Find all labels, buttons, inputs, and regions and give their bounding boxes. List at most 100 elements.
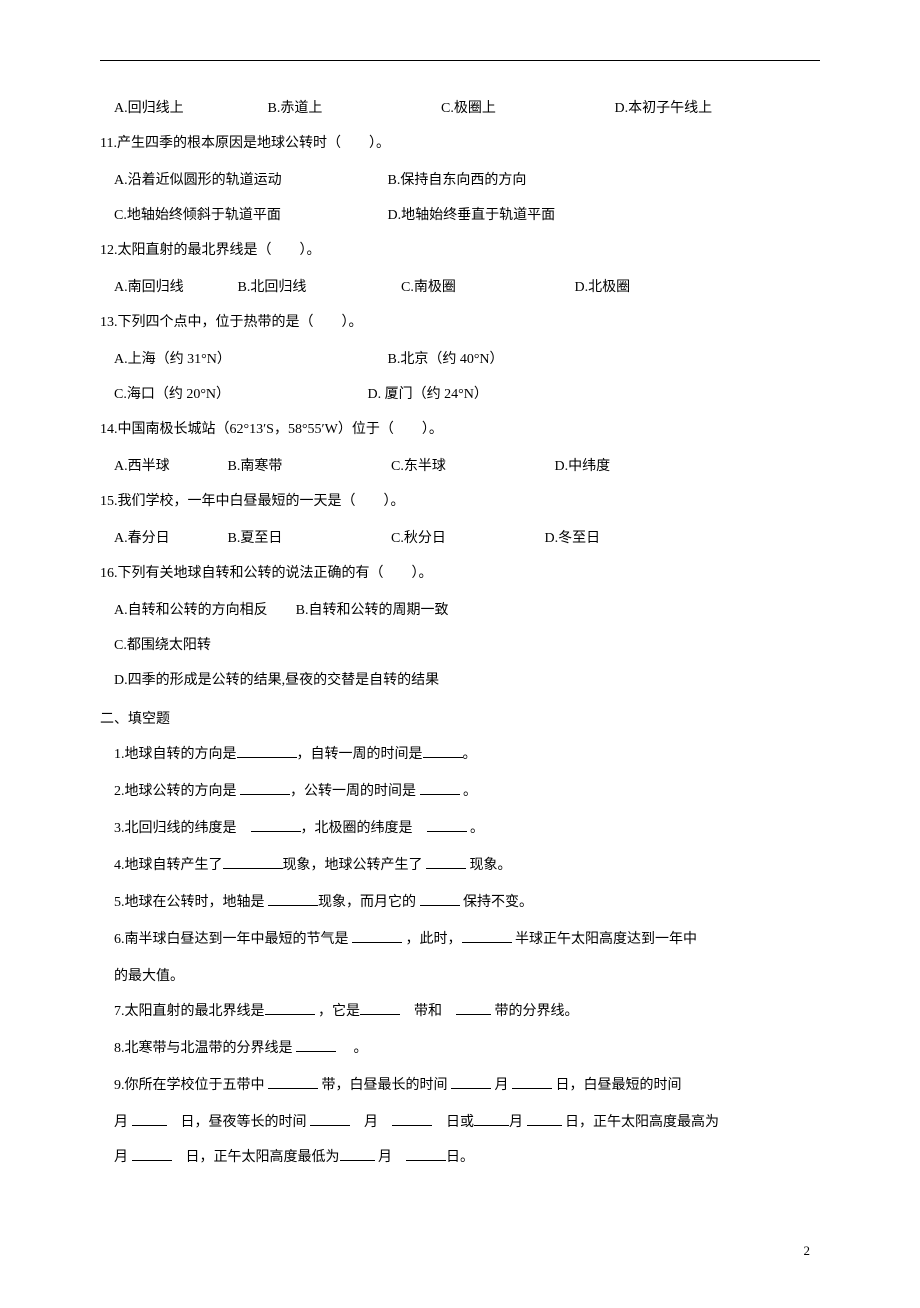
f9l: 日，正午太阳高度最低为 <box>172 1150 340 1165</box>
blank <box>310 1112 350 1126</box>
q11-a: A.沿着近似圆形的轨道运动 <box>114 163 384 198</box>
section2-header: 二、填空题 <box>100 702 820 737</box>
blank <box>474 1112 509 1126</box>
header-rule <box>100 60 820 61</box>
q14-options: A.西半球 B.南寒带 C.东半球 D.中纬度 <box>100 449 820 484</box>
f5c: 保持不变。 <box>460 895 534 910</box>
f7a: 7.太阳直射的最北界线是 <box>114 1004 265 1019</box>
f9g: 月 <box>350 1115 392 1130</box>
q14-b: B.南寒带 <box>228 449 388 484</box>
q11-stem: 11.产生四季的根本原因是地球公转时（ ）。 <box>100 126 820 161</box>
q11-b: B.保持自东向西的方向 <box>388 163 527 198</box>
fill-9-l2: 月 日，昼夜等长的时间 月 日或月 日，正午太阳高度最高为 <box>100 1105 820 1140</box>
blank <box>340 1147 375 1161</box>
blank <box>352 929 402 943</box>
blank <box>296 1038 336 1052</box>
blank <box>512 1075 552 1089</box>
blank <box>240 781 290 795</box>
f7d: 带的分界线。 <box>491 1004 579 1019</box>
q11-options: A.沿着近似圆形的轨道运动 B.保持自东向西的方向 C.地轴始终倾斜于轨道平面 … <box>100 163 820 233</box>
q15-options: A.春分日 B.夏至日 C.秋分日 D.冬至日 <box>100 521 820 556</box>
f9d: 日，白昼最短的时间 <box>552 1078 682 1093</box>
f9e: 月 <box>114 1115 132 1130</box>
blank <box>251 818 301 832</box>
q10-a: A.回归线上 <box>114 91 264 126</box>
f9h: 日或 <box>432 1115 474 1130</box>
q13-options: A.上海（约 31°N） B.北京（约 40°N） C.海口（约 20°N） D… <box>100 342 820 412</box>
q11-c: C.地轴始终倾斜于轨道平面 <box>114 198 384 233</box>
f2a: 2.地球公转的方向是 <box>114 784 240 799</box>
q15-stem: 15.我们学校，一年中白昼最短的一天是（ ）。 <box>100 484 820 519</box>
f2c: 。 <box>460 784 478 799</box>
f6b: ，此时， <box>402 932 462 947</box>
q16-options: A.自转和公转的方向相反 B.自转和公转的周期一致 C.都围绕太阳转 D.四季的… <box>100 593 820 698</box>
q10-d: D.本初子午线上 <box>615 91 713 126</box>
f4c: 现象。 <box>466 858 512 873</box>
f9j: 日，正午太阳高度最高为 <box>562 1115 720 1130</box>
q16-stem: 16.下列有关地球自转和公转的说法正确的有（ ）。 <box>100 556 820 591</box>
blank <box>420 892 460 906</box>
fill-7: 7.太阳直射的最北界线是 ，它是 带和 带的分界线。 <box>100 994 820 1029</box>
f1b: ，自转一周的时间是 <box>297 747 423 762</box>
page-number: 2 <box>100 1235 820 1268</box>
q13-stem: 13.下列四个点中，位于热带的是（ ）。 <box>100 305 820 340</box>
q16-c: C.都围绕太阳转 <box>114 628 820 663</box>
f7b: ，它是 <box>315 1004 361 1019</box>
q10-options: A.回归线上 B.赤道上 C.极圈上 D.本初子午线上 <box>100 91 820 126</box>
blank <box>237 744 297 758</box>
f7c: 带和 <box>400 1004 456 1019</box>
f9b: 带，白昼最长的时间 <box>318 1078 451 1093</box>
f9n: 日。 <box>446 1150 474 1165</box>
f9m: 月 <box>375 1150 407 1165</box>
q12-b: B.北回归线 <box>238 270 398 305</box>
fill-9-l3: 月 日，正午太阳高度最低为 月 日。 <box>100 1140 820 1175</box>
blank <box>462 929 512 943</box>
f8a: 8.北寒带与北温带的分界线是 <box>114 1041 296 1056</box>
q12-c: C.南极圈 <box>401 270 571 305</box>
blank <box>265 1001 315 1015</box>
f5b: 现象，而月它的 <box>318 895 420 910</box>
q15-d: D.冬至日 <box>545 521 601 556</box>
fill-9: 9.你所在学校位于五带中 带，白昼最长的时间 月 日，白昼最短的时间 <box>100 1068 820 1103</box>
q14-c: C.东半球 <box>391 449 551 484</box>
fill-2: 2.地球公转的方向是 ，公转一周的时间是 。 <box>100 774 820 809</box>
q13-b: B.北京（约 40°N） <box>388 342 504 377</box>
f2b: ，公转一周的时间是 <box>290 784 420 799</box>
f3c: 。 <box>467 821 485 836</box>
f1c: 。 <box>463 747 477 762</box>
blank <box>426 855 466 869</box>
blank <box>406 1147 446 1161</box>
q12-stem: 12.太阳直射的最北界线是（ ）。 <box>100 233 820 268</box>
blank <box>456 1001 491 1015</box>
f3a: 3.北回归线的纬度是 <box>114 821 251 836</box>
f6a: 6.南半球白昼达到一年中最短的节气是 <box>114 932 352 947</box>
q10-b: B.赤道上 <box>268 91 438 126</box>
blank <box>527 1112 562 1126</box>
fill-3: 3.北回归线的纬度是 ，北极圈的纬度是 。 <box>100 811 820 846</box>
q13-c: C.海口（约 20°N） <box>114 377 364 412</box>
q13-a: A.上海（约 31°N） <box>114 342 384 377</box>
q15-c: C.秋分日 <box>391 521 541 556</box>
f8b: 。 <box>336 1041 368 1056</box>
f9f: 日，昼夜等长的时间 <box>167 1115 311 1130</box>
q13-d: D. 厦门（约 24°N） <box>368 377 488 412</box>
f9a: 9.你所在学校位于五带中 <box>114 1078 268 1093</box>
blank <box>360 1001 400 1015</box>
q14-a: A.西半球 <box>114 449 224 484</box>
q16-ab: A.自转和公转的方向相反 B.自转和公转的周期一致 <box>114 593 820 628</box>
f9c: 月 <box>491 1078 512 1093</box>
blank <box>268 1075 318 1089</box>
fill-8: 8.北寒带与北温带的分界线是 。 <box>100 1031 820 1066</box>
fill-4: 4.地球自转产生了现象，地球公转产生了 现象。 <box>100 848 820 883</box>
f1a: 1.地球自转的方向是 <box>114 747 237 762</box>
q12-a: A.南回归线 <box>114 270 234 305</box>
blank <box>392 1112 432 1126</box>
blank <box>451 1075 491 1089</box>
f4a: 4.地球自转产生了 <box>114 858 223 873</box>
q16-d: D.四季的形成是公转的结果,昼夜的交替是自转的结果 <box>114 663 820 698</box>
blank <box>420 781 460 795</box>
q11-d: D.地轴始终垂直于轨道平面 <box>388 198 556 233</box>
f5a: 5.地球在公转时，地轴是 <box>114 895 268 910</box>
blank <box>223 855 283 869</box>
blank <box>427 818 467 832</box>
